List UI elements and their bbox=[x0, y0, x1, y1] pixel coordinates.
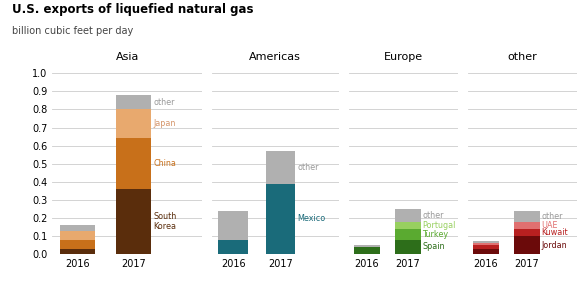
Bar bbox=[395, 239, 420, 254]
Bar bbox=[473, 245, 499, 248]
Bar bbox=[219, 239, 248, 254]
Bar bbox=[266, 184, 296, 254]
Text: other: other bbox=[153, 98, 175, 107]
Text: Japan: Japan bbox=[153, 119, 176, 128]
Bar bbox=[116, 95, 151, 110]
Bar bbox=[116, 138, 151, 189]
Bar bbox=[395, 209, 420, 222]
Text: China: China bbox=[153, 159, 177, 168]
Bar bbox=[60, 248, 95, 254]
Title: Americas: Americas bbox=[250, 52, 301, 62]
Bar bbox=[473, 243, 499, 245]
Text: Jordan: Jordan bbox=[542, 241, 567, 249]
Bar bbox=[219, 211, 248, 239]
Text: other: other bbox=[542, 212, 563, 220]
Text: Turkey: Turkey bbox=[422, 230, 448, 239]
Text: Portugal: Portugal bbox=[422, 221, 456, 230]
Text: U.S. exports of liquefied natural gas: U.S. exports of liquefied natural gas bbox=[12, 3, 253, 16]
Text: other: other bbox=[422, 211, 444, 220]
Bar bbox=[395, 222, 420, 229]
Bar bbox=[60, 231, 95, 239]
Bar bbox=[116, 110, 151, 138]
Text: Kuwait: Kuwait bbox=[542, 228, 568, 237]
Bar bbox=[514, 211, 540, 222]
Text: Mexico: Mexico bbox=[297, 214, 326, 223]
Bar bbox=[354, 247, 380, 254]
Bar bbox=[116, 189, 151, 254]
Bar bbox=[473, 248, 499, 254]
Bar bbox=[60, 239, 95, 248]
Text: billion cubic feet per day: billion cubic feet per day bbox=[12, 26, 133, 36]
Bar bbox=[266, 151, 296, 184]
Bar bbox=[473, 241, 499, 243]
Bar bbox=[354, 245, 380, 247]
Bar bbox=[514, 236, 540, 254]
Bar bbox=[514, 222, 540, 229]
Bar bbox=[514, 229, 540, 236]
Bar bbox=[60, 225, 95, 231]
Bar bbox=[395, 229, 420, 239]
Text: UAE: UAE bbox=[542, 221, 558, 230]
Text: Spain: Spain bbox=[422, 242, 445, 251]
Text: South
Korea: South Korea bbox=[153, 212, 177, 231]
Text: other: other bbox=[297, 163, 319, 172]
Title: Asia: Asia bbox=[115, 52, 139, 62]
Title: other: other bbox=[508, 52, 538, 62]
Title: Europe: Europe bbox=[384, 52, 423, 62]
